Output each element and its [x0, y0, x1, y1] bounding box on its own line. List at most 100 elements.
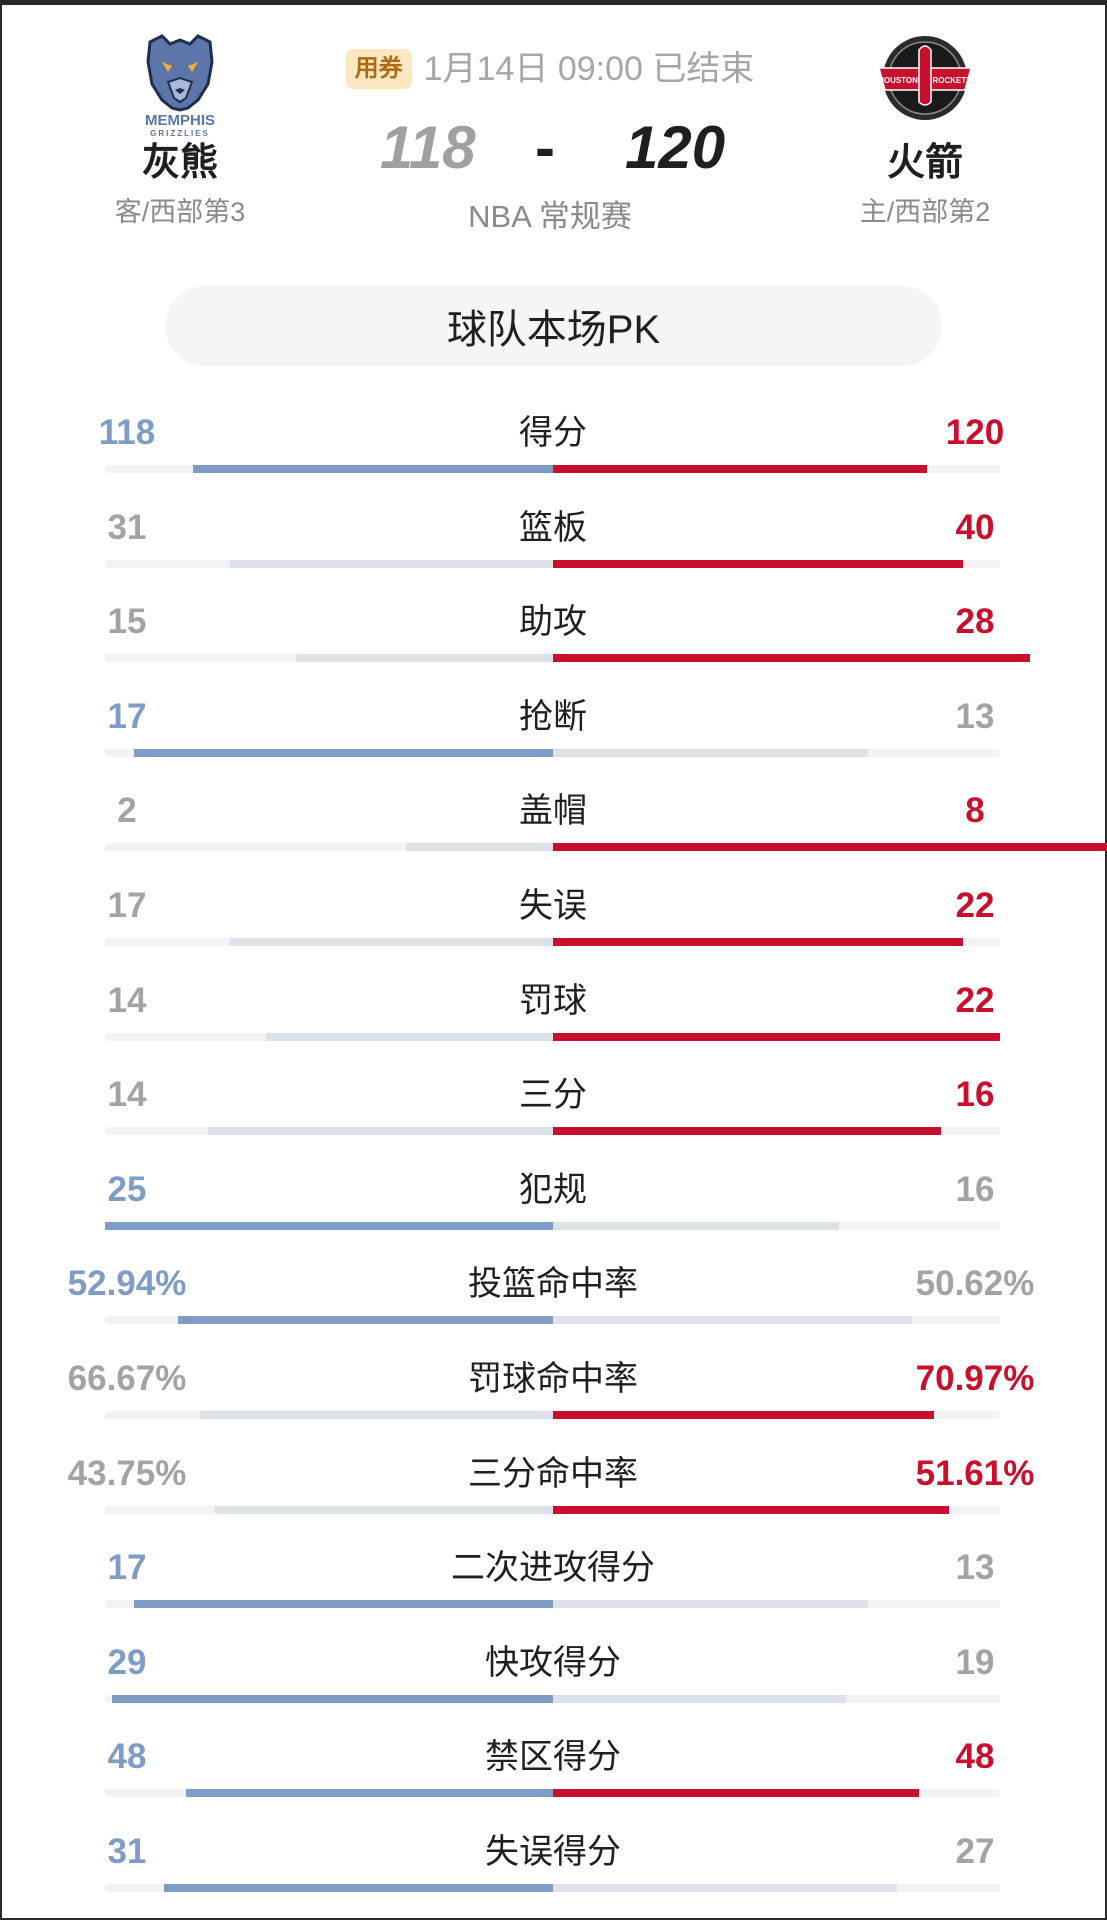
stat-label: 三分命中率	[353, 1449, 753, 1499]
stat-row: 2 盖帽 8	[0, 786, 1107, 881]
scoreline: 118 - 120	[300, 108, 800, 198]
stat-comparison-track	[105, 1506, 1000, 1514]
stat-label: 助攻	[353, 597, 753, 647]
rockets-logo-icon: HOUSTON ROCKETS	[865, 28, 985, 138]
away-stat-value: 48	[37, 1732, 217, 1782]
match-header: MEMPHIS GRIZZLIES 灰熊 客/西部第3 用券 1月14日 09:…	[0, 0, 1107, 270]
home-team-standing: 主/西部第2	[795, 196, 1055, 228]
home-stat-bar	[553, 843, 1107, 851]
home-stat-bar	[553, 1316, 913, 1324]
stat-comparison-track	[105, 1695, 1000, 1703]
stat-comparison-track	[105, 654, 1000, 662]
home-stat-bar	[553, 1411, 935, 1419]
away-stat-value: 66.67%	[37, 1354, 217, 1404]
away-stat-value: 25	[37, 1165, 217, 1215]
stat-label: 抢断	[353, 692, 753, 742]
home-stat-value: 50.62%	[885, 1259, 1065, 1309]
away-score: 118	[380, 108, 476, 188]
away-stat-bar	[134, 1600, 552, 1608]
home-stat-bar	[553, 1127, 942, 1135]
home-stat-bar	[553, 560, 964, 568]
home-stat-bar	[553, 749, 869, 757]
home-stat-value: 120	[885, 408, 1065, 458]
stat-comparison-track	[105, 1033, 1000, 1041]
stat-comparison-track	[105, 1600, 1000, 1608]
stat-comparison-track	[105, 749, 1000, 757]
home-stat-value: 16	[885, 1070, 1065, 1120]
stat-comparison-track	[105, 1222, 1000, 1230]
away-stat-value: 29	[37, 1638, 217, 1688]
home-stat-bar	[553, 938, 964, 946]
stat-comparison-track	[105, 938, 1000, 946]
stat-label: 快攻得分	[353, 1638, 753, 1688]
match-status-line: 用券 1月14日 09:00 已结束	[300, 44, 800, 94]
grizzlies-logo-icon: MEMPHIS GRIZZLIES	[120, 28, 240, 138]
away-team-name: 灰熊	[50, 140, 310, 186]
stat-label: 投篮命中率	[353, 1259, 753, 1309]
home-stat-bar	[553, 1789, 920, 1797]
match-time: 1月14日 09:00 已结束	[424, 49, 755, 89]
stat-comparison-track	[105, 1316, 1000, 1324]
stat-row: 66.67% 罚球命中率 70.97%	[0, 1354, 1107, 1449]
home-stat-value: 8	[885, 786, 1065, 836]
home-stat-value: 48	[885, 1732, 1065, 1782]
home-team[interactable]: HOUSTON ROCKETS 火箭 主/西部第2	[795, 28, 1055, 228]
stat-label: 失误得分	[353, 1827, 753, 1877]
coupon-badge[interactable]: 用券	[346, 49, 412, 89]
away-stat-bar	[230, 938, 553, 946]
stat-row: 43.75% 三分命中率 51.61%	[0, 1449, 1107, 1544]
away-team-standing: 客/西部第3	[50, 196, 310, 228]
home-stat-value: 22	[885, 881, 1065, 931]
svg-text:GRIZZLIES: GRIZZLIES	[150, 129, 210, 138]
away-stat-bar	[208, 1127, 553, 1135]
stat-comparison-track	[105, 1127, 1000, 1135]
home-stat-bar	[553, 1506, 949, 1514]
away-stat-value: 14	[37, 976, 217, 1026]
stat-label: 罚球	[353, 976, 753, 1026]
svg-text:HOUSTON: HOUSTON	[878, 76, 918, 85]
away-stat-value: 43.75%	[37, 1449, 217, 1499]
away-stat-value: 15	[37, 597, 217, 647]
home-stat-bar	[553, 1600, 869, 1608]
svg-text:MEMPHIS: MEMPHIS	[145, 112, 215, 129]
match-info: 用券 1月14日 09:00 已结束 118 - 120 NBA 常规赛	[300, 44, 800, 236]
home-stat-value: 51.61%	[885, 1449, 1065, 1499]
stat-label: 罚球命中率	[353, 1354, 753, 1404]
away-stat-bar	[296, 654, 553, 662]
away-stat-value: 14	[37, 1070, 217, 1120]
home-stat-value: 13	[885, 692, 1065, 742]
away-team[interactable]: MEMPHIS GRIZZLIES 灰熊 客/西部第3	[50, 28, 310, 228]
home-stat-bar	[553, 465, 927, 473]
home-stat-bar	[553, 1222, 839, 1230]
away-stat-value: 31	[37, 1827, 217, 1877]
away-stat-bar	[112, 1695, 552, 1703]
away-stat-bar	[193, 465, 553, 473]
home-stat-value: 40	[885, 503, 1065, 553]
away-stat-value: 2	[37, 786, 217, 836]
league-label: NBA 常规赛	[300, 198, 800, 236]
home-stat-value: 70.97%	[885, 1354, 1065, 1404]
away-stat-bar	[134, 749, 552, 757]
away-stat-bar	[186, 1789, 553, 1797]
away-stat-value: 31	[37, 503, 217, 553]
away-stat-value: 17	[37, 881, 217, 931]
home-score: 120	[625, 108, 725, 188]
stat-label: 盖帽	[353, 786, 753, 836]
away-stat-bar	[266, 1033, 552, 1041]
away-stat-value: 17	[37, 1543, 217, 1593]
away-stat-bar	[406, 843, 553, 851]
stat-comparison-track	[105, 465, 1000, 473]
stat-label: 失误	[353, 881, 753, 931]
